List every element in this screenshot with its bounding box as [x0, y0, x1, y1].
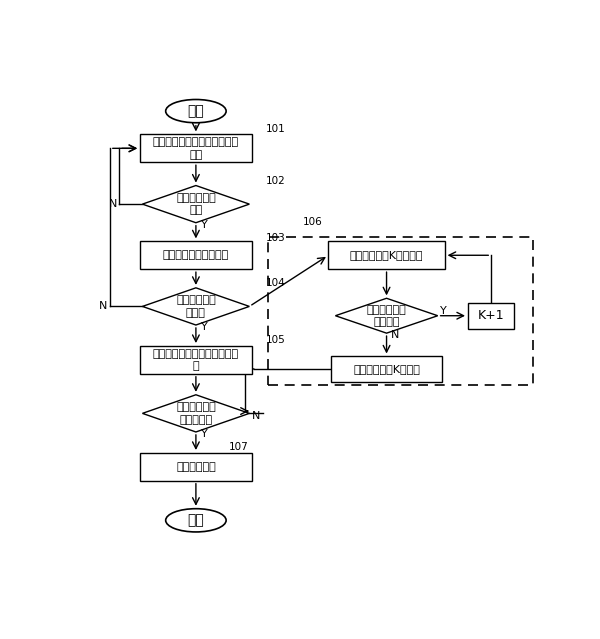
Bar	[331, 357, 442, 382]
Text: N: N	[99, 302, 107, 311]
Text: N: N	[252, 411, 260, 420]
Text: 块哈希码相同
比较: 块哈希码相同 比较	[176, 193, 216, 215]
Ellipse shape	[166, 100, 226, 123]
Bar	[140, 242, 252, 269]
Bar	[140, 346, 252, 374]
Bar	[140, 134, 252, 162]
Text: 保存文件块和块哈希码: 保存文件块和块哈希码	[163, 250, 229, 260]
Bar	[468, 303, 514, 328]
Text: Y: Y	[200, 220, 208, 230]
Text: 结束: 结束	[188, 513, 204, 527]
Polygon shape	[335, 298, 438, 333]
Text: 文件下载完成: 文件下载完成	[176, 462, 216, 472]
Text: 101: 101	[266, 124, 286, 134]
Text: 请求并下载文件块数据和块哈
希码: 请求并下载文件块数据和块哈 希码	[153, 137, 239, 160]
Text: 开始: 开始	[188, 104, 204, 118]
Polygon shape	[142, 185, 250, 223]
Text: 105: 105	[266, 335, 286, 345]
Bar	[268, 236, 533, 385]
Text: 请求并下载文件二次校验哈希
码: 请求并下载文件二次校验哈希 码	[153, 349, 239, 371]
Text: Y: Y	[200, 322, 208, 332]
Text: 102: 102	[266, 176, 286, 185]
Text: 请求并下载第K块哈希码: 请求并下载第K块哈希码	[350, 250, 424, 260]
Text: 二次校验哈希
码相同比较: 二次校验哈希 码相同比较	[176, 402, 216, 424]
Text: Y: Y	[200, 429, 208, 439]
Text: 107: 107	[229, 442, 248, 452]
Text: 106: 106	[303, 217, 323, 227]
Text: 与原块哈希码
相同比较: 与原块哈希码 相同比较	[367, 305, 406, 327]
Text: N: N	[109, 199, 117, 209]
Polygon shape	[142, 288, 250, 325]
Text: 104: 104	[266, 278, 286, 288]
Text: 文件块全部下
载完成: 文件块全部下 载完成	[176, 295, 216, 318]
Bar	[328, 242, 445, 269]
Polygon shape	[142, 395, 250, 432]
Bar	[140, 453, 252, 481]
Ellipse shape	[166, 509, 226, 532]
Text: 103: 103	[266, 233, 286, 243]
Text: N: N	[391, 330, 400, 341]
Text: K+1: K+1	[478, 309, 505, 322]
Text: 请求并下载第K块数据: 请求并下载第K块数据	[353, 364, 420, 374]
Text: Y: Y	[440, 306, 447, 316]
